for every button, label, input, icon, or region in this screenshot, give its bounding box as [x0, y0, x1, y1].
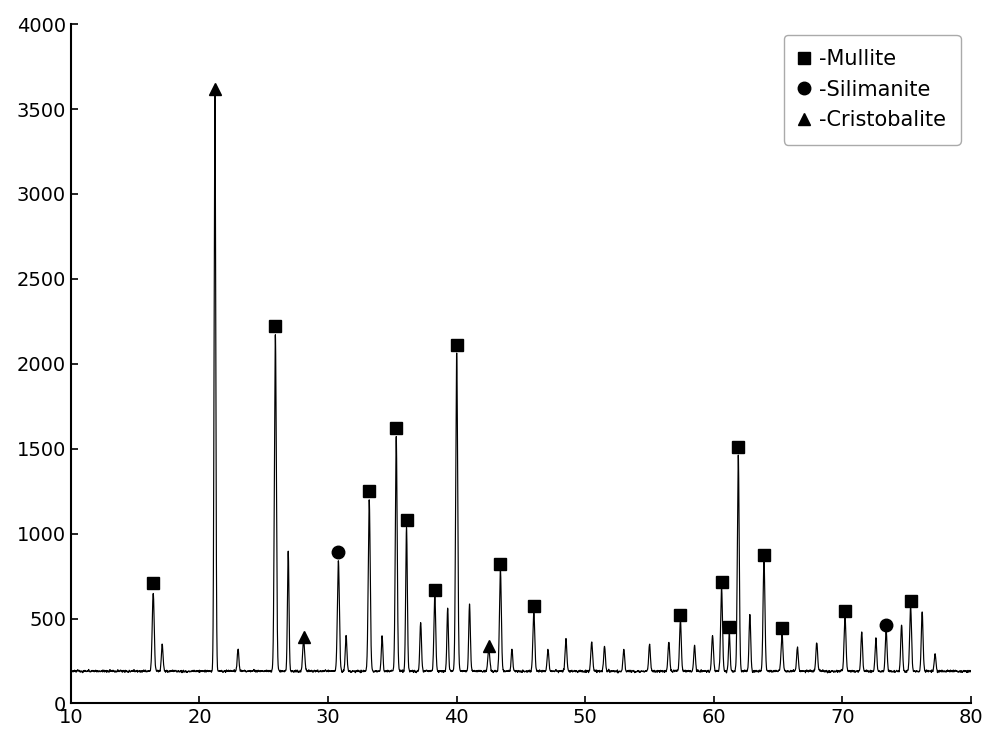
Legend: -Mullite, -Silimanite, -Cristobalite: -Mullite, -Silimanite, -Cristobalite [784, 34, 961, 144]
